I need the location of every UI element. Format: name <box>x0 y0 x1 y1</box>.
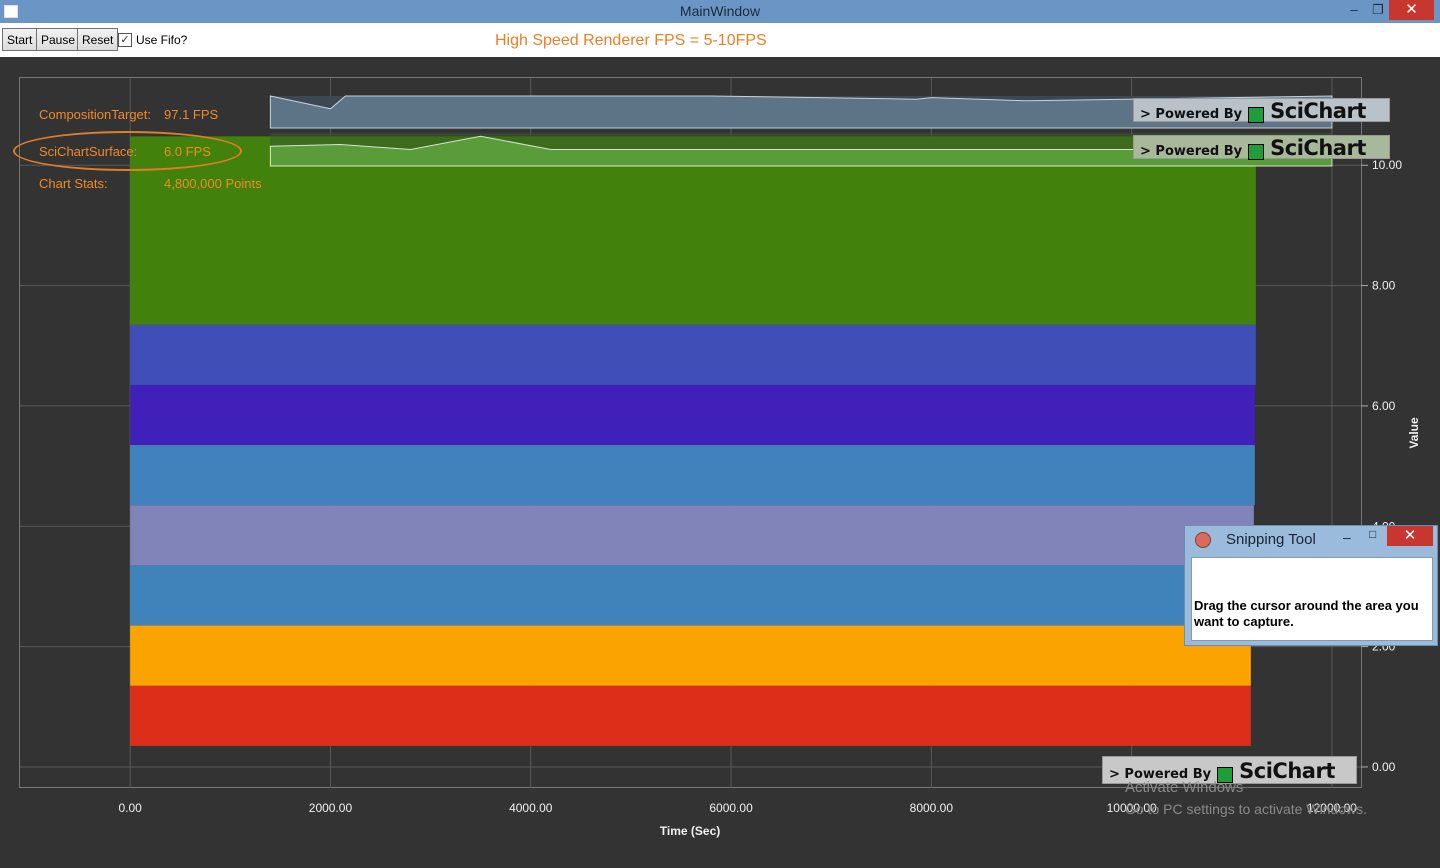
chart-stats-value: 4,800,000 Points <box>164 176 262 191</box>
start-button[interactable]: Start <box>2 28 38 51</box>
surface-fps-area <box>269 135 1333 167</box>
y-axis-title: Value <box>1407 417 1421 449</box>
band-series-7 <box>130 324 1256 385</box>
y-tick-label: 8.00 <box>1372 279 1396 293</box>
highlight-ellipse <box>13 131 242 171</box>
x-tick-label: 0.00 <box>118 801 142 815</box>
activate-windows-subtitle: Go to PC settings to activate Windows. <box>1125 801 1367 817</box>
band-series-1 <box>130 685 1251 746</box>
powered-by-badge-middle: > Powered By SciChart <box>1133 135 1390 160</box>
snipping-tool-message: Drag the cursor around the area you want… <box>1194 598 1419 629</box>
powered-by-text: > Powered By <box>1140 107 1243 122</box>
snipping-tool-window[interactable]: Snipping Tool – □ ✕ Drag the cursor arou… <box>1184 525 1438 646</box>
renderer-fps-heading: High Speed Renderer FPS = 5-10FPS <box>495 32 767 49</box>
activate-windows-title: Activate Windows <box>1125 779 1244 796</box>
toolbar: Start Pause Reset ✓ Use Fifo? High Speed… <box>0 23 1440 57</box>
use-fifo-label: Use Fifo? <box>136 33 188 47</box>
y-tick-label: 0.00 <box>1372 760 1396 774</box>
title-bar: MainWindow – ❐ ✕ <box>0 0 1440 23</box>
x-tick-label: 2000.00 <box>309 801 353 815</box>
powered-by-badge-top: > Powered By SciChart <box>1133 98 1390 123</box>
x-tick-label: 12000.00 <box>1307 801 1357 815</box>
x-tick-label: 8000.00 <box>910 801 954 815</box>
close-button[interactable]: ✕ <box>1389 0 1434 20</box>
y-tick-label: 6.00 <box>1372 399 1396 413</box>
chart-stats-label: Chart Stats: <box>39 176 108 191</box>
use-fifo-checkbox[interactable]: ✓ <box>118 33 132 47</box>
scichart-logo-icon <box>1248 143 1265 160</box>
reset-button[interactable]: Reset <box>77 28 119 51</box>
snip-minimize-button[interactable]: – <box>1343 529 1351 545</box>
band-series-6 <box>130 384 1255 446</box>
band-series-5 <box>130 445 1255 506</box>
band-series-2 <box>130 625 1251 686</box>
scichart-logo-text: SciChart <box>1270 136 1366 160</box>
powered-by-badge-bottom: > Powered By SciChart <box>1102 756 1357 784</box>
app-icon <box>4 5 18 18</box>
scichart-logo-text: SciChart <box>1239 759 1335 783</box>
scichart-logo-text: SciChart <box>1270 99 1366 123</box>
powered-by-text: > Powered By <box>1140 144 1243 159</box>
band-series-4 <box>130 505 1254 566</box>
scichart-logo-icon <box>1248 106 1265 123</box>
plot-area <box>19 77 1362 788</box>
x-tick-label: 6000.00 <box>709 801 753 815</box>
restore-button[interactable]: ❐ <box>1372 2 1384 17</box>
snipping-tool-title: Snipping Tool <box>1226 531 1316 548</box>
minimize-button[interactable]: – <box>1350 2 1358 17</box>
x-axis-title: Time (Sec) <box>660 824 720 838</box>
band-series-8 <box>130 136 1256 325</box>
snip-maximize-button[interactable]: □ <box>1369 527 1377 541</box>
scissors-icon <box>1195 532 1211 548</box>
y-tick-label: 10.00 <box>1372 158 1402 172</box>
powered-by-text: > Powered By <box>1109 767 1212 782</box>
snip-close-button[interactable]: ✕ <box>1387 526 1433 546</box>
composition-target-label: CompositionTarget: <box>39 107 151 122</box>
snipping-tool-body: Drag the cursor around the area you want… <box>1191 557 1433 641</box>
window-title: MainWindow <box>679 3 761 19</box>
x-tick-label: 10000.00 <box>1107 801 1157 815</box>
band-series-3 <box>130 565 1253 626</box>
composition-target-value: 97.1 FPS <box>164 107 219 122</box>
scichart-logo-icon <box>1217 766 1234 783</box>
x-tick-label: 4000.00 <box>509 801 553 815</box>
